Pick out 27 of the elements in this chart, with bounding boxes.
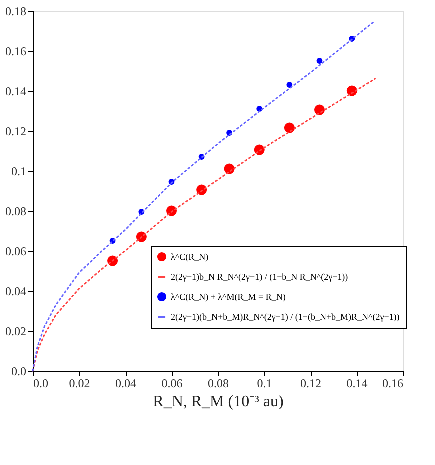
x-tick-label: 0.08: [208, 376, 229, 390]
x-tick-label: 0.14: [346, 376, 368, 390]
point: [316, 58, 323, 64]
y-tick-label: 0.14: [6, 84, 26, 98]
x-tick-label: 0.04: [116, 376, 136, 390]
y-tick-label: 0.1: [12, 164, 26, 178]
y-tick-label: 0.0: [12, 364, 26, 378]
legend-label: 2(2γ−1)b_N R_N^(2γ−1) / (1−b_N R_N^(2γ−1)): [171, 272, 348, 282]
y-tick-label: 0.02: [6, 324, 26, 338]
legend-label: 2(2γ−1)(b_N+b_M)R_N^(2γ−1) / (1−(b_N+b_M)R_N^(2γ−1)): [171, 312, 400, 322]
x-tick-label: 0.0: [34, 376, 48, 390]
x-tick-label: 0.16: [382, 376, 404, 390]
y-tick-label: 0.12: [6, 124, 26, 138]
y-tick-label: 0.04: [6, 284, 26, 298]
y-tick-label: 0.18: [6, 4, 26, 18]
x-tick-label: 0.12: [300, 376, 322, 390]
legend-label: λ^C(R_N) + λ^M(R_M = R_N): [171, 292, 286, 302]
legend-label: λ^C(R_N): [171, 252, 209, 262]
point: [284, 122, 295, 134]
y-tick-label: 0.06: [6, 244, 26, 258]
x-axis-title: R_N, R_M (10⁻³ au): [153, 394, 284, 410]
x-tick-label: 0.02: [69, 376, 90, 390]
point: [286, 82, 293, 88]
x-tick-label: 0.06: [162, 376, 183, 390]
y-tick-label: 0.08: [6, 204, 26, 218]
x-tick-label: 0.1: [257, 376, 272, 390]
y-tick-label: 0.16: [6, 44, 26, 58]
